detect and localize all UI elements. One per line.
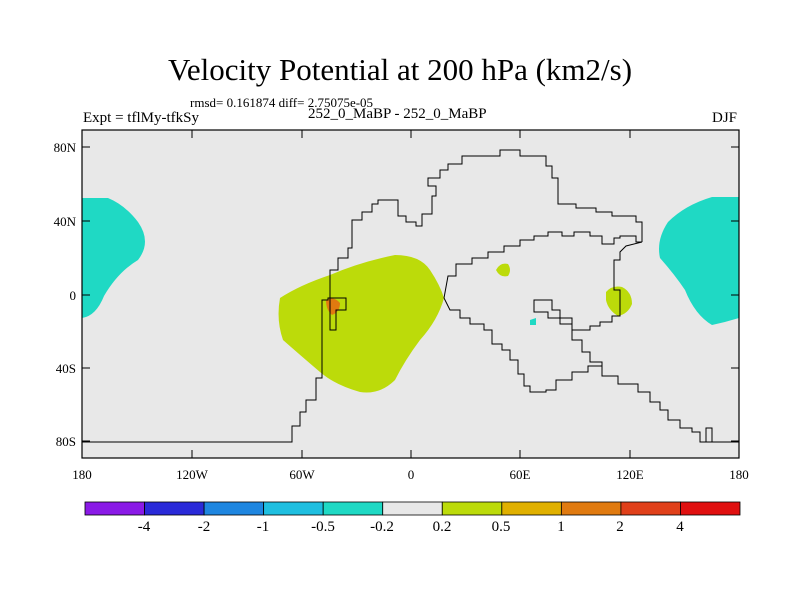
western-continent-outline bbox=[82, 149, 643, 443]
y-tick-80s: 80S bbox=[55, 434, 76, 449]
plot-title: Velocity Potential at 200 hPa (km2/s) bbox=[167, 52, 633, 87]
colorbar-swatch bbox=[203, 501, 265, 516]
x-tick-60e: 60E bbox=[509, 467, 531, 482]
colorbar-label: 1 bbox=[557, 519, 565, 535]
colorbar-swatch bbox=[560, 501, 622, 516]
negative-region-dot bbox=[530, 318, 536, 325]
colorbar-swatch bbox=[501, 501, 562, 516]
x-tick-120w: 120W bbox=[176, 467, 208, 482]
positive-region-central bbox=[278, 255, 444, 393]
x-tick-120e: 120E bbox=[616, 467, 644, 482]
case-label: 252_0_MaBP - 252_0_MaBP bbox=[308, 106, 487, 122]
positive-region-northeast-dot bbox=[496, 263, 510, 277]
axis-ticks bbox=[82, 130, 739, 458]
y-tick-40n: 40N bbox=[53, 214, 76, 229]
negative-region-west bbox=[82, 198, 145, 318]
season-label: DJF bbox=[712, 110, 738, 126]
colorbar bbox=[84, 501, 741, 516]
colorbar-label: -4 bbox=[137, 519, 151, 535]
y-tick-80n: 80N bbox=[53, 140, 76, 155]
colorbar-swatch bbox=[382, 501, 443, 516]
x-tick-60w: 60W bbox=[289, 467, 315, 482]
colorbar-label: -0.5 bbox=[311, 519, 335, 535]
x-tick-180e: 180 bbox=[729, 467, 749, 482]
colorbar-label: -0.2 bbox=[370, 519, 394, 535]
x-tick-0: 0 bbox=[407, 467, 415, 482]
colorbar-label: -2 bbox=[197, 519, 211, 535]
colorbar-label: 4 bbox=[676, 519, 684, 535]
colorbar-label: 2 bbox=[616, 519, 624, 535]
colorbar-swatch bbox=[680, 501, 741, 516]
colorbar-swatch bbox=[322, 501, 384, 516]
negative-region-east bbox=[659, 197, 739, 325]
colorbar-swatch bbox=[620, 501, 681, 516]
colorbar-swatch bbox=[441, 501, 503, 516]
southern-coast-outline bbox=[443, 297, 602, 393]
colorbar-label: -1 bbox=[256, 519, 270, 535]
eastern-continent-outline bbox=[443, 231, 739, 443]
colorbar-swatch bbox=[144, 501, 205, 516]
x-tick-180w: 180 bbox=[72, 467, 92, 482]
y-tick-0: 0 bbox=[69, 288, 77, 303]
stats-label: rmsd= 0.161874 diff= 2.75075e-05 bbox=[190, 95, 374, 110]
colorbar-label: 0.2 bbox=[432, 519, 452, 535]
colorbar-label: 0.5 bbox=[491, 519, 511, 535]
colorbar-swatch bbox=[84, 501, 145, 516]
northern-island-outline bbox=[705, 427, 713, 442]
positive-region-east-small bbox=[606, 286, 632, 316]
experiment-label: Expt = tflMy-tfkSy bbox=[83, 110, 199, 126]
y-tick-40s: 40S bbox=[55, 361, 76, 376]
colorbar-swatch bbox=[263, 501, 324, 516]
continent-outlines bbox=[82, 149, 739, 443]
